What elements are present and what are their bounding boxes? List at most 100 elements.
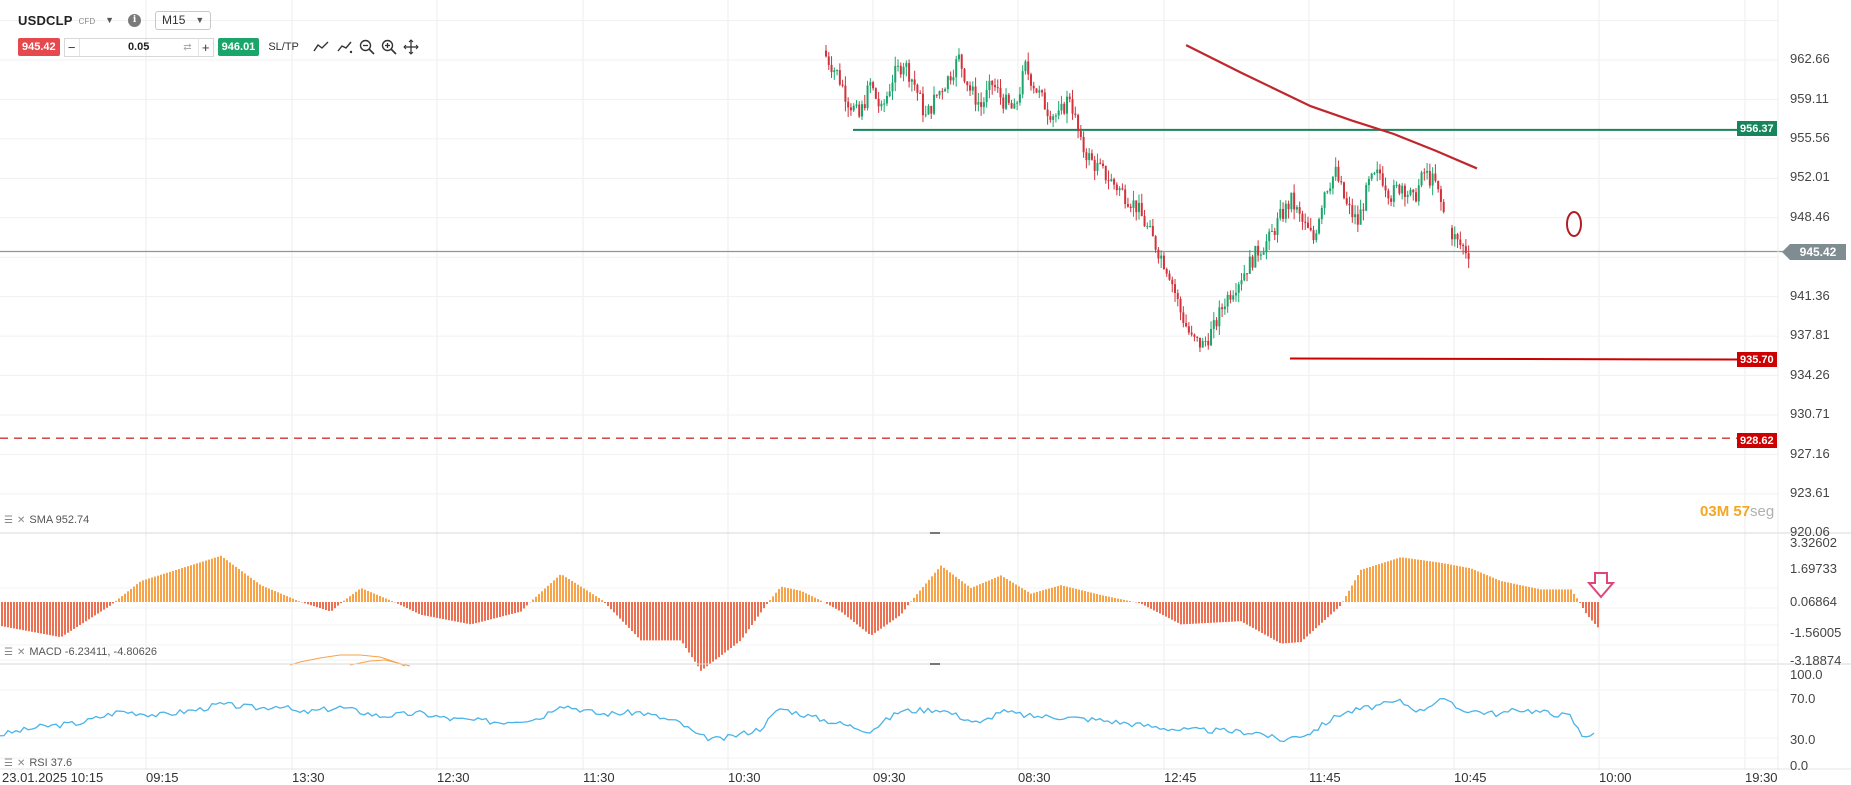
candle-body	[921, 93, 924, 116]
candle-body	[1251, 256, 1254, 268]
candle-body	[1179, 298, 1182, 313]
crosshair-icon[interactable]	[403, 39, 419, 55]
close-icon[interactable]: ✕	[16, 646, 26, 658]
macd-bar	[196, 563, 198, 602]
timeframe-select[interactable]: M15 ▼	[155, 10, 212, 30]
macd-bar	[1567, 589, 1569, 602]
macd-bar	[502, 602, 504, 617]
macd-bar	[892, 602, 894, 621]
candle-body	[1273, 231, 1276, 236]
settings-icon[interactable]: ☰	[4, 757, 13, 769]
macd-bar	[133, 586, 135, 602]
macd-bar	[757, 602, 759, 617]
candle-body	[1168, 273, 1171, 280]
candle-body	[894, 65, 897, 83]
macd-bar	[637, 602, 639, 638]
candle-body	[1215, 320, 1218, 327]
macd-bar	[1174, 602, 1176, 622]
candle-body	[861, 104, 864, 117]
timeframe-value: M15	[162, 13, 186, 27]
candle-body	[852, 105, 855, 111]
candle-body	[849, 107, 852, 111]
sma-legend[interactable]: ☰ ✕ SMA 952.74	[4, 514, 89, 526]
macd-bar	[940, 565, 942, 602]
macd-bar	[1060, 585, 1062, 602]
macd-bar	[121, 596, 123, 602]
macd-bar	[1513, 583, 1515, 602]
macd-bar	[1366, 567, 1368, 602]
macd-bar	[16, 602, 18, 629]
macd-legend[interactable]: ☰ ✕ MACD -6.23411, -4.80626	[4, 646, 157, 658]
macd-tick: -1.56005	[1790, 625, 1842, 640]
macd-bar	[730, 602, 732, 648]
candle-body	[883, 103, 886, 105]
close-icon[interactable]: ✕	[16, 757, 26, 769]
sltp-button[interactable]: SL/TP	[268, 41, 299, 53]
macd-bar	[538, 594, 540, 602]
macd-bar	[202, 561, 204, 602]
quantity-input[interactable]: 0.05 ⇄	[78, 38, 199, 56]
macd-bar	[292, 598, 294, 602]
candle-body	[1326, 191, 1329, 193]
macd-bar	[265, 587, 267, 602]
line-chart-icon[interactable]	[313, 39, 329, 55]
candle-body	[1456, 234, 1459, 240]
candle-body	[1016, 102, 1019, 104]
macd-bar	[229, 562, 231, 602]
macd-bar	[1339, 602, 1341, 607]
macd-bar	[883, 602, 885, 627]
buy-button[interactable]: 946.01	[217, 38, 260, 56]
candle-body	[1046, 109, 1049, 117]
macd-bar	[1003, 577, 1005, 602]
price-tick: 927.16	[1790, 446, 1830, 461]
macd-bar	[1225, 602, 1227, 622]
price-tick: 937.81	[1790, 327, 1830, 342]
candlestick-series	[825, 45, 1582, 353]
macd-bar	[49, 602, 51, 636]
macd-bar	[1042, 590, 1044, 602]
macd-bar	[1516, 584, 1518, 602]
candle-body	[833, 70, 836, 73]
macd-bar	[391, 601, 393, 602]
decrease-button[interactable]: −	[67, 39, 76, 55]
macd-bar	[886, 602, 888, 625]
macd-bar	[1090, 592, 1092, 602]
zoom-out-icon[interactable]	[359, 39, 375, 55]
macd-signal-line	[349, 659, 411, 667]
macd-bar	[154, 576, 156, 602]
sell-button[interactable]: 945.42	[18, 38, 60, 56]
candle-body	[1428, 170, 1431, 186]
zoom-in-icon[interactable]	[381, 39, 397, 55]
candle-body	[877, 98, 880, 107]
macd-bar	[565, 577, 567, 602]
macd-bar	[1270, 602, 1272, 638]
candle-body	[1005, 94, 1008, 109]
macd-bar	[43, 602, 45, 635]
settings-icon[interactable]: ☰	[4, 646, 13, 658]
info-icon[interactable]: i	[128, 13, 142, 27]
close-icon[interactable]: ✕	[16, 514, 26, 526]
macd-bar	[493, 602, 495, 619]
symbol-name[interactable]: USDCLP	[18, 12, 73, 28]
macd-bar	[1099, 594, 1101, 602]
candle-body	[1063, 103, 1066, 114]
settings-icon[interactable]: ☰	[4, 514, 13, 526]
macd-bar	[1375, 565, 1377, 602]
candle-body	[963, 68, 966, 82]
symbol-dropdown-icon[interactable]: ▼	[105, 15, 115, 25]
macd-bar	[1546, 589, 1548, 602]
macd-bar	[349, 596, 351, 602]
macd-bar	[760, 602, 762, 613]
macd-bar	[1588, 602, 1590, 618]
macd-bar	[946, 570, 948, 602]
candle-body	[1284, 203, 1287, 219]
macd-bar	[103, 602, 105, 610]
macd-bar	[397, 602, 399, 604]
candle-body	[969, 85, 972, 91]
indicators-icon[interactable]	[337, 39, 353, 55]
macd-bar	[331, 602, 333, 611]
increase-button[interactable]: +	[201, 39, 210, 55]
macd-bar	[607, 602, 609, 607]
rsi-legend[interactable]: ☰ ✕ RSI 37.6	[4, 757, 72, 769]
